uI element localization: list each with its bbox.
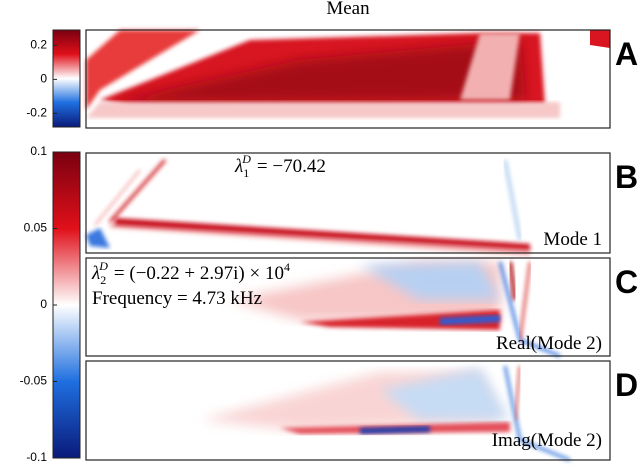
colorbar — [53, 30, 80, 127]
tick-label: 0.05 — [24, 221, 48, 235]
panel-b: λ1D= −70.42 Mode 1 B — [86, 152, 638, 256]
panel-letter: C — [615, 264, 638, 300]
title: Mean — [326, 0, 370, 19]
panel-a: A — [86, 30, 638, 128]
tick-label: -0.05 — [20, 374, 48, 388]
tick-label: 0 — [40, 72, 47, 86]
panel-c: λ2D= (−0.22 + 2.97i) × 104 Frequency = 4… — [86, 258, 638, 356]
panel-d: Imag(Mode 2) D — [86, 361, 638, 460]
panel-label: Real(Mode 2) — [496, 333, 602, 354]
frequency: Frequency = 4.73 kHz — [92, 288, 262, 309]
colorbar — [53, 152, 80, 458]
panel-letter: A — [615, 36, 638, 72]
superscript: D — [98, 259, 108, 273]
subscript: 2 — [100, 273, 106, 287]
eigenvalue: λ2D= (−0.22 + 2.97i) × 104 — [91, 259, 290, 287]
panel-label: Imag(Mode 2) — [492, 430, 602, 451]
subscript: 1 — [243, 166, 249, 180]
panel-label: Mode 1 — [543, 229, 602, 250]
rhs: = (−0.22 + 2.97i) × 10 — [114, 263, 284, 284]
figure: Mean A λ1D= −70.42 Mode 1 B — [0, 0, 644, 470]
tick-label: 0 — [40, 297, 47, 311]
tick-label: 0.1 — [30, 144, 47, 158]
panel-letter: B — [615, 159, 638, 195]
panel-letter: D — [615, 367, 638, 403]
tick-label: -0.1 — [26, 450, 47, 464]
tick-label: 0.2 — [30, 37, 47, 51]
superscript: D — [241, 152, 251, 166]
tick-label: -0.2 — [26, 106, 47, 120]
rhs: = −70.42 — [257, 156, 326, 177]
power: 4 — [284, 260, 290, 274]
eigenvalue: λ1D= −70.42 — [234, 152, 326, 180]
